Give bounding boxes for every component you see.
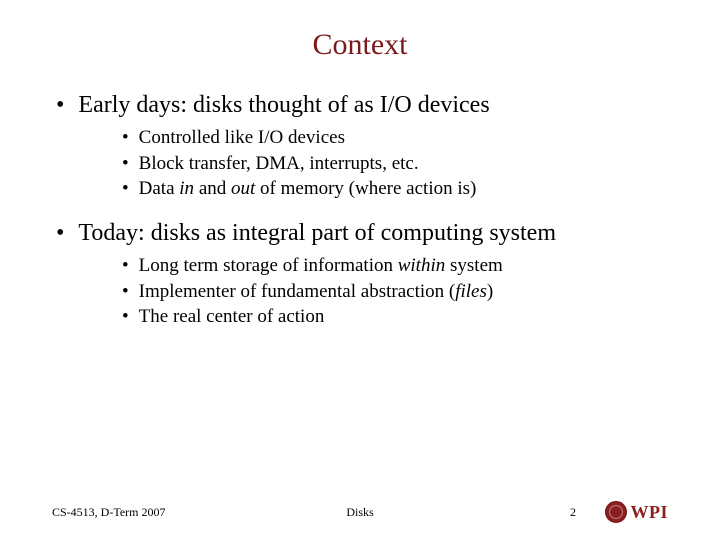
bullet-group: • Today: disks as integral part of comput… bbox=[52, 220, 668, 330]
bullet-level-2: • Long term storage of information within… bbox=[122, 253, 668, 279]
bullet-level-2: • Implementer of fundamental abstraction … bbox=[122, 279, 668, 305]
bullet-dot-icon: • bbox=[122, 125, 129, 151]
bullet-level-2: • Block transfer, DMA, interrupts, etc. bbox=[122, 151, 668, 177]
bullet-dot-icon: • bbox=[122, 279, 129, 305]
bullet-text: Early days: disks thought of as I/O devi… bbox=[78, 92, 489, 119]
bullet-level-2: • The real center of action bbox=[122, 304, 668, 330]
wpi-logo: WPI bbox=[605, 501, 669, 523]
bullet-dot-icon: • bbox=[56, 92, 64, 119]
footer-course: CS-4513, D-Term 2007 bbox=[52, 505, 165, 520]
bullet-group: • Early days: disks thought of as I/O dev… bbox=[52, 92, 668, 202]
bullet-text: Block transfer, DMA, interrupts, etc. bbox=[139, 151, 419, 177]
wpi-seal-icon bbox=[605, 501, 627, 523]
bullet-level-2: • Controlled like I/O devices bbox=[122, 125, 668, 151]
bullet-text: Long term storage of information within … bbox=[139, 253, 503, 279]
bullet-dot-icon: • bbox=[122, 176, 129, 202]
bullet-text: Data in and out of memory (where action … bbox=[139, 176, 477, 202]
footer: CS-4513, D-Term 2007 Disks 2 WPI bbox=[52, 505, 668, 520]
slide-content: • Early days: disks thought of as I/O dev… bbox=[52, 92, 668, 330]
footer-page-number: 2 bbox=[570, 505, 576, 520]
bullet-dot-icon: • bbox=[56, 220, 64, 247]
bullet-dot-icon: • bbox=[122, 304, 129, 330]
footer-topic: Disks bbox=[346, 505, 373, 520]
bullet-level-1: • Early days: disks thought of as I/O dev… bbox=[52, 92, 668, 119]
bullet-level-2: • Data in and out of memory (where action… bbox=[122, 176, 668, 202]
bullet-text: Implementer of fundamental abstraction (… bbox=[139, 279, 494, 305]
wpi-logo-text: WPI bbox=[631, 502, 669, 523]
bullet-dot-icon: • bbox=[122, 151, 129, 177]
slide-title: Context bbox=[52, 28, 668, 62]
bullet-text: The real center of action bbox=[139, 304, 325, 330]
bullet-dot-icon: • bbox=[122, 253, 129, 279]
bullet-text: Controlled like I/O devices bbox=[139, 125, 345, 151]
bullet-text: Today: disks as integral part of computi… bbox=[78, 220, 556, 247]
bullet-level-1: • Today: disks as integral part of comput… bbox=[52, 220, 668, 247]
slide: Context • Early days: disks thought of as… bbox=[0, 0, 720, 540]
